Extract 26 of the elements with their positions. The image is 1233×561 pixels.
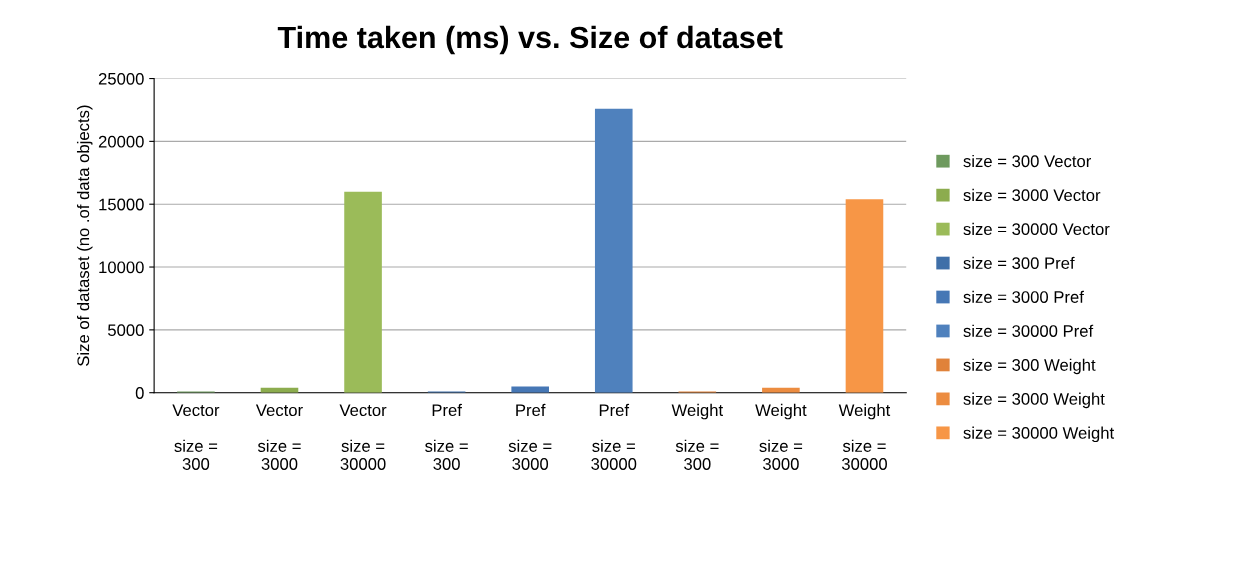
- legend-label: size = 300 Vector: [963, 154, 1092, 168]
- legend-label: size = 3000 Pref: [963, 290, 1084, 303]
- legend-label: size = 3000 Weight: [963, 392, 1105, 409]
- y-tick-label: 5000: [108, 324, 144, 337]
- y-tick-label: 15000: [99, 198, 144, 211]
- category-label: Pref size = 3000: [508, 403, 552, 470]
- chart-title: Time taken (ms) vs. Size of dataset: [277, 25, 783, 55]
- category-label: Pref size = 30000: [591, 403, 637, 470]
- y-axis-title: Size of dataset (no .of data objects): [76, 105, 93, 366]
- legend-label: size = 30000 Pref: [963, 324, 1094, 337]
- category-label: Pref size = 300: [425, 403, 468, 470]
- legend-label: size = 30000 Weight: [963, 426, 1115, 443]
- category-label: Vector size = 30000: [339, 404, 387, 470]
- legend-label: size = 3000 Vector: [963, 188, 1101, 202]
- y-tick-label: 25000: [98, 72, 144, 85]
- y-tick-label: 20000: [98, 135, 144, 148]
- category-label: Vector size = 300: [172, 404, 220, 470]
- y-tick-label: 0: [135, 387, 144, 399]
- category-label: Vector size = 3000: [255, 404, 303, 470]
- category-label: Weight size = 300: [671, 403, 723, 470]
- category-label: Weight size = 30000: [838, 403, 891, 470]
- category-label: Weight size = 3000: [755, 403, 807, 470]
- legend-label: size = 30000 Vector: [963, 222, 1110, 236]
- legend-label: size = 300 Weight: [963, 358, 1096, 375]
- y-tick-label: 10000: [99, 261, 144, 274]
- legend-label: size = 300 Pref: [963, 256, 1075, 270]
